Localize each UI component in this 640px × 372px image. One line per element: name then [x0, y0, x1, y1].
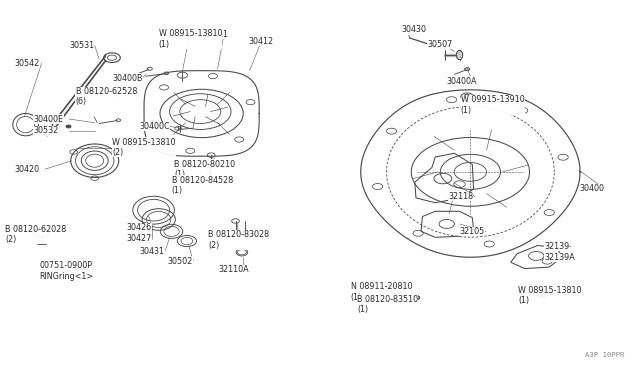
- Text: B 08120-80210
(1): B 08120-80210 (1): [174, 160, 236, 179]
- Text: 32139A: 32139A: [544, 253, 575, 262]
- Text: 30400: 30400: [580, 185, 605, 193]
- Text: 32118: 32118: [448, 192, 473, 201]
- Text: 30431: 30431: [140, 247, 164, 256]
- Text: B 08120-62528
(6): B 08120-62528 (6): [76, 87, 137, 106]
- Circle shape: [412, 295, 420, 300]
- Ellipse shape: [456, 50, 463, 60]
- Ellipse shape: [164, 72, 169, 74]
- Text: 32105: 32105: [460, 227, 484, 236]
- Text: 30430: 30430: [402, 25, 427, 34]
- Text: W 08915-13810
(2): W 08915-13810 (2): [112, 138, 175, 157]
- Text: 30542: 30542: [14, 59, 39, 68]
- Text: 30412: 30412: [248, 37, 273, 46]
- Text: 30427: 30427: [127, 234, 152, 243]
- Text: 30400B: 30400B: [112, 74, 143, 83]
- Text: 32110A: 32110A: [219, 265, 250, 274]
- Circle shape: [66, 125, 71, 128]
- Text: 30507: 30507: [428, 40, 452, 49]
- Text: 30400A: 30400A: [447, 77, 477, 86]
- Circle shape: [539, 291, 547, 295]
- Text: 30531: 30531: [69, 41, 94, 50]
- Circle shape: [463, 94, 471, 99]
- Text: W 08915-13810
(1): W 08915-13810 (1): [518, 286, 582, 305]
- Text: 00751-0900P
RINGring<1>: 00751-0900P RINGring<1>: [40, 261, 94, 280]
- Text: 30411: 30411: [204, 30, 228, 39]
- Text: 30532: 30532: [33, 126, 58, 135]
- Text: 32139: 32139: [544, 242, 569, 251]
- Text: B 08120-84528
(1): B 08120-84528 (1): [172, 176, 233, 195]
- Ellipse shape: [465, 68, 470, 71]
- Text: 30400C: 30400C: [140, 122, 170, 131]
- Text: 30420: 30420: [14, 165, 39, 174]
- Text: 30502: 30502: [168, 257, 193, 266]
- Text: W 08915-13810
(1): W 08915-13810 (1): [159, 29, 222, 49]
- Text: W 09915-13910
(1): W 09915-13910 (1): [461, 95, 525, 115]
- Text: N 08911-20810
(1): N 08911-20810 (1): [351, 282, 412, 302]
- Text: A3P 10PPR: A3P 10PPR: [584, 352, 624, 358]
- Text: B 08120-83510
(1): B 08120-83510 (1): [357, 295, 419, 314]
- Text: B 08120-83028
(2): B 08120-83028 (2): [208, 230, 269, 250]
- Text: B 08120-62028
(2): B 08120-62028 (2): [5, 225, 67, 244]
- Text: 30400E: 30400E: [33, 115, 63, 124]
- Text: 30426: 30426: [127, 223, 152, 232]
